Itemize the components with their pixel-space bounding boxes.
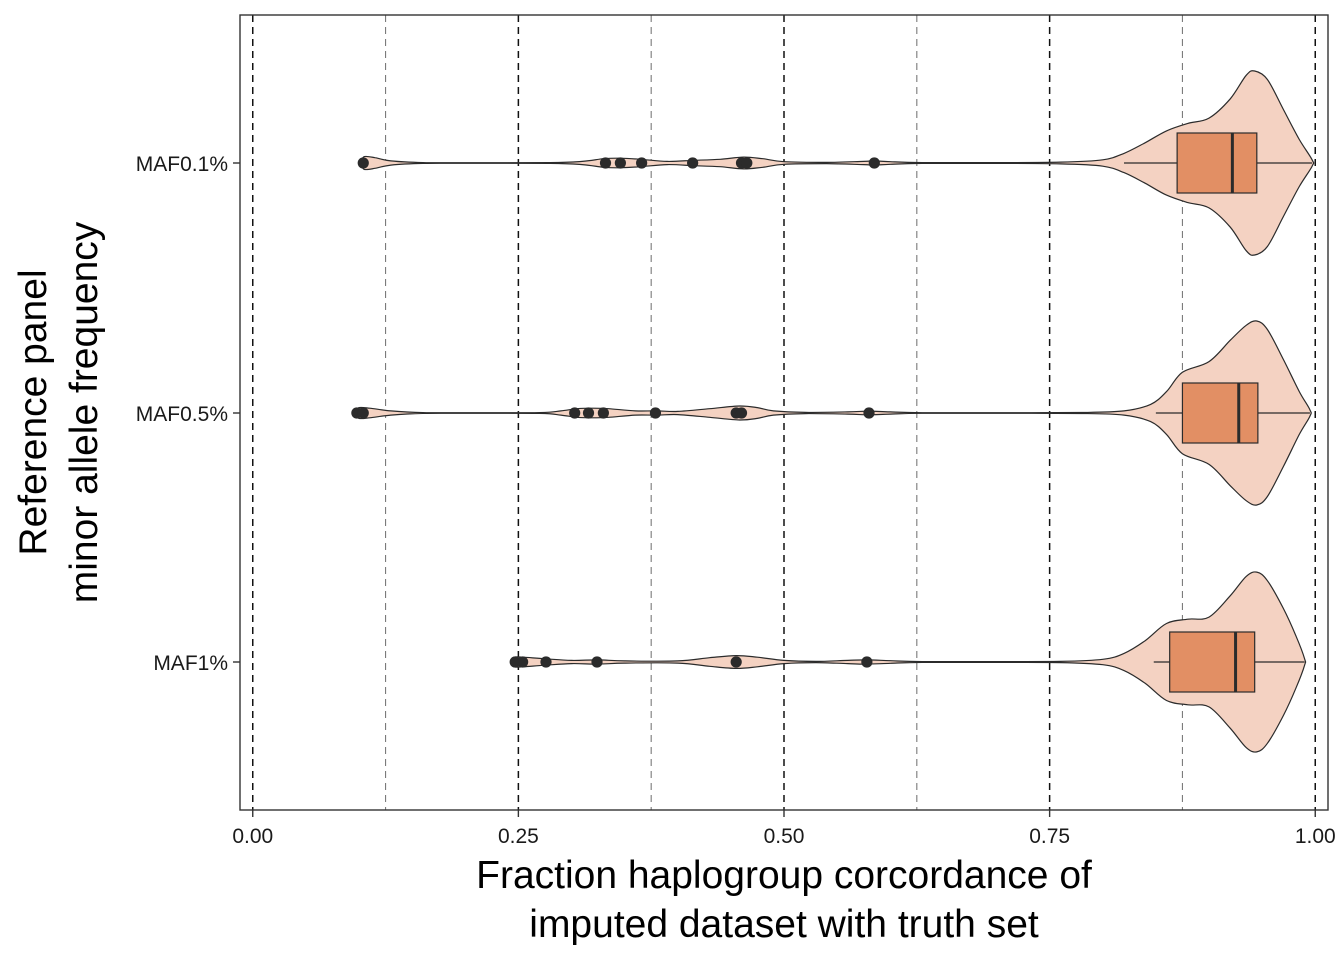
outlier-point: [357, 407, 369, 419]
violin-layer: [351, 70, 1315, 753]
outlier-point: [597, 407, 609, 419]
outlier-point: [599, 157, 612, 169]
y-axis-title-line: minor allele frequency: [63, 221, 106, 603]
x-axis-title-line: imputed dataset with truth set: [529, 903, 1039, 946]
violin-group: [509, 571, 1307, 753]
outlier-point: [540, 656, 552, 668]
outlier-point: [735, 407, 748, 419]
x-tick-label: 0.00: [232, 825, 273, 848]
outlier-point: [636, 157, 648, 169]
outlier-point: [730, 656, 742, 668]
outlier-point: [861, 656, 873, 668]
outlier-point: [591, 656, 603, 668]
x-tick-label: 0.75: [1029, 825, 1070, 848]
box: [1176, 132, 1258, 194]
outlier-point: [614, 157, 626, 169]
violin-group: [351, 320, 1312, 506]
outlier-point: [357, 157, 369, 169]
y-tick-label: MAF0.5%: [136, 403, 228, 426]
x-axis-title-line: Fraction haplogroup corcordance of: [476, 854, 1092, 897]
outlier-point: [868, 157, 880, 169]
outlier-point: [517, 656, 529, 668]
x-axis: 0.00 0.25 0.50 0.75 1.00: [232, 810, 1336, 848]
y-tick-label: MAF1%: [153, 652, 228, 675]
x-tick-label: 0.50: [764, 825, 805, 848]
y-axis: MAF0.1% MAF0.5% MAF1%: [136, 153, 240, 675]
y-tick-label: MAF0.1%: [136, 153, 228, 176]
violin-shape: [510, 571, 1307, 753]
outlier-point: [649, 407, 662, 419]
x-tick-label: 0.25: [498, 825, 539, 848]
x-axis-title: Fraction haplogroup corcordance of impute…: [476, 854, 1092, 946]
outlier-point: [863, 407, 875, 419]
outlier-point: [741, 157, 753, 169]
y-axis-title-line: Reference panel: [12, 269, 55, 555]
outlier-point: [582, 407, 595, 419]
y-axis-title: Reference panel minor allele frequency: [12, 221, 106, 603]
box: [1181, 382, 1259, 444]
outlier-point: [569, 407, 581, 419]
x-tick-label: 1.00: [1295, 825, 1336, 848]
outlier-point: [687, 157, 699, 169]
violin-group: [357, 70, 1315, 256]
box: [1169, 631, 1256, 693]
